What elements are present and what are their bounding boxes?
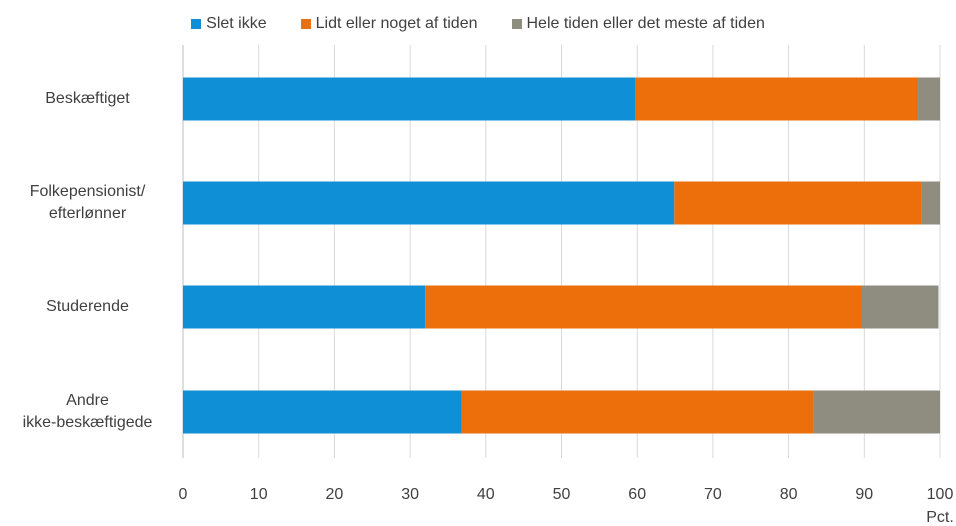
x-tick-label-50: 50: [553, 486, 571, 503]
bar-1-series-0: [183, 181, 675, 225]
legend-item-hele-tiden: Hele tiden eller det meste af tiden: [511, 15, 765, 33]
x-tick-label-60: 60: [628, 486, 646, 503]
x-tick-label-40: 40: [477, 486, 495, 503]
x-axis-label: Pct.: [926, 509, 954, 526]
x-tick-label-0: 0: [179, 486, 188, 503]
category-label-0: Beskæftiget: [45, 90, 130, 107]
x-tick-label-90: 90: [855, 486, 873, 503]
legend-item-lidt-eller-noget: Lidt eller noget af tiden: [300, 15, 478, 33]
bar-1-series-2: [921, 181, 940, 225]
x-tick-label-70: 70: [704, 486, 722, 503]
bar-3-series-2: [813, 390, 940, 434]
bar-2-series-1: [425, 285, 863, 329]
x-tick-label-100: 100: [927, 486, 954, 503]
bar-2-series-0: [183, 285, 426, 329]
bar-3-series-1: [461, 390, 814, 434]
legend-swatch-slet-ikke: [191, 19, 202, 29]
legend-swatch-hele-tiden: [511, 19, 522, 29]
category-label-2: Studerende: [46, 298, 129, 315]
x-tick-label-30: 30: [401, 486, 419, 503]
category-label-3: Andre ikke-beskæftigede: [22, 392, 153, 431]
x-tick-label-20: 20: [326, 486, 344, 503]
legend-label-slet-ikke: Slet ikke: [206, 15, 267, 32]
bar-0-series-2: [918, 77, 940, 121]
category-label-1: Folkepensionist/efterlønner: [29, 183, 146, 222]
chart-legend: Slet ikke Lidt eller noget af tiden Hele…: [0, 15, 956, 33]
x-tick-label-10: 10: [250, 486, 268, 503]
legend-label-lidt-eller-noget: Lidt eller noget af tiden: [315, 15, 478, 32]
bar-2-series-2: [862, 285, 939, 329]
bar-0-series-1: [635, 77, 919, 121]
legend-swatch-lidt-eller-noget: [300, 19, 311, 29]
bar-1-series-1: [674, 181, 922, 225]
legend-item-slet-ikke: Slet ikke: [191, 15, 267, 33]
bar-0-series-0: [183, 77, 636, 121]
x-tick-label-80: 80: [780, 486, 798, 503]
legend-label-hele-tiden: Hele tiden eller det meste af tiden: [526, 15, 765, 32]
bar-3-series-0: [183, 390, 462, 434]
